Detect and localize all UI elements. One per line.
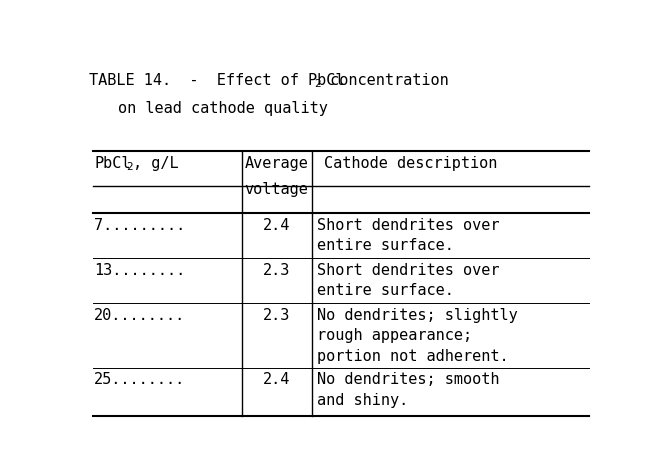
- Text: rough appearance;: rough appearance;: [317, 328, 472, 343]
- Text: Short dendrites over: Short dendrites over: [317, 217, 499, 233]
- Text: 2: 2: [127, 162, 133, 172]
- Text: portion not adherent.: portion not adherent.: [317, 349, 509, 364]
- Text: No dendrites; smooth: No dendrites; smooth: [317, 372, 499, 387]
- Text: entire surface.: entire surface.: [317, 284, 453, 298]
- Text: 2.4: 2.4: [263, 217, 290, 233]
- Text: 7.........: 7.........: [94, 217, 186, 233]
- Text: voltage: voltage: [245, 181, 308, 197]
- Text: Cathode description: Cathode description: [324, 156, 498, 171]
- Text: Average: Average: [245, 156, 308, 171]
- Text: entire surface.: entire surface.: [317, 238, 453, 253]
- Text: 25........: 25........: [94, 372, 186, 387]
- Text: 2.3: 2.3: [263, 263, 290, 278]
- Text: 2: 2: [314, 79, 321, 89]
- Text: 2.4: 2.4: [263, 372, 290, 387]
- Text: concentration: concentration: [321, 73, 448, 88]
- Text: , g/L: , g/L: [133, 156, 178, 171]
- Text: and shiny.: and shiny.: [317, 392, 408, 408]
- Text: PbCl: PbCl: [94, 156, 131, 171]
- Text: on lead cathode quality: on lead cathode quality: [118, 101, 328, 117]
- Text: 13........: 13........: [94, 263, 186, 278]
- Text: No dendrites; slightly: No dendrites; slightly: [317, 308, 517, 323]
- Text: Short dendrites over: Short dendrites over: [317, 263, 499, 278]
- Text: TABLE 14.  -  Effect of PbCl: TABLE 14. - Effect of PbCl: [89, 73, 345, 88]
- Text: 2.3: 2.3: [263, 308, 290, 323]
- Text: 20........: 20........: [94, 308, 186, 323]
